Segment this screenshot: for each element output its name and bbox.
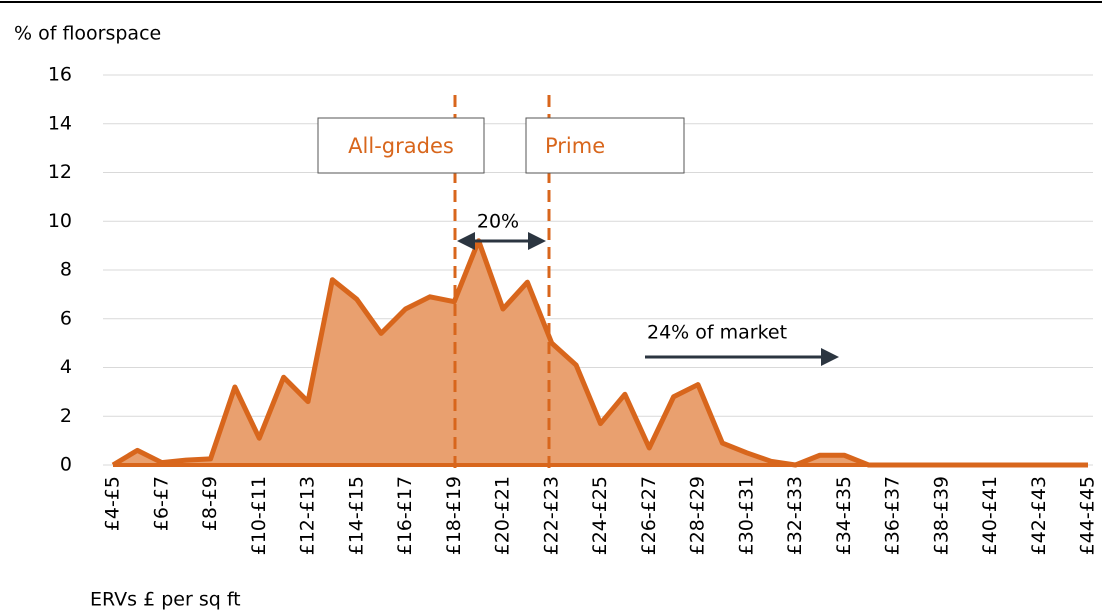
x-tick-label: £20-£21 [492, 476, 514, 555]
y-tick-label: 10 [48, 210, 72, 232]
y-axis-title: % of floorspace [14, 23, 161, 45]
annotation: 24% of market [647, 322, 787, 344]
x-tick-label: £4-£5 [102, 476, 124, 531]
y-tick-label: 0 [60, 454, 72, 476]
x-tick-label: £36-£37 [882, 476, 904, 555]
y-tick-label: 16 [48, 64, 72, 86]
y-tick-label: 2 [60, 405, 72, 427]
x-tick-label: £28-£29 [687, 476, 709, 555]
x-tick-label: £34-£35 [833, 476, 855, 555]
x-tick-label: £22-£23 [540, 476, 562, 555]
area [113, 240, 1088, 465]
x-tick-label: £32-£33 [784, 476, 806, 555]
x-tick-label: £10-£11 [248, 476, 270, 555]
annotation: All-grades [348, 134, 454, 158]
label-box [525, 117, 685, 174]
x-axis-title: ERVs £ per sq ft [90, 589, 241, 611]
x-tick-label: £16-£17 [394, 476, 416, 555]
x-tick-label: £42-£43 [1028, 476, 1050, 555]
y-tick-label: 14 [48, 112, 72, 134]
x-tick-label: £6-£7 [150, 476, 172, 531]
x-tick-label: £14-£15 [345, 476, 367, 555]
x-tick-label: £30-£31 [735, 476, 757, 555]
x-tick-label: £38-£39 [930, 476, 952, 555]
x-tick-label: £24-£25 [589, 476, 611, 555]
x-tick-label: £40-£41 [979, 476, 1001, 555]
x-tick-label: £18-£19 [443, 476, 465, 555]
annotation: 20% [477, 211, 519, 233]
label-box [317, 117, 485, 174]
y-tick-label: 4 [60, 356, 72, 378]
x-tick-label: £8-£9 [199, 476, 221, 531]
x-tick-label: £26-£27 [638, 476, 660, 555]
x-tick-label: £44-£45 [1077, 476, 1099, 555]
y-tick-label: 6 [60, 307, 72, 329]
y-tick-label: 8 [60, 259, 72, 281]
x-tick-label: £12-£13 [297, 476, 319, 555]
y-tick-label: 12 [48, 161, 72, 183]
annotation: Prime [545, 134, 605, 158]
line [111, 238, 1088, 468]
